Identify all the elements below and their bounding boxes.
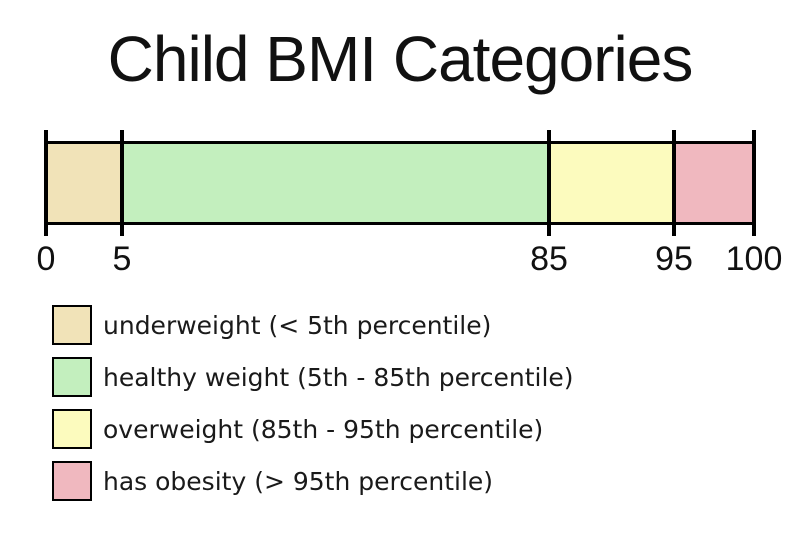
legend-swatch-1 [52,357,92,397]
category-bar [46,141,754,225]
axis-tick-label-0: 0 [36,240,56,278]
legend-label-1: healthy weight (5th - 85th percentile) [103,362,574,392]
axis-tick-100 [752,130,756,236]
legend-row-1: healthy weight (5th - 85th percentile) [52,357,574,397]
axis-tick-5 [120,130,124,236]
legend-row-0: underweight (< 5th percentile) [52,305,574,345]
bar-segment-underweight [46,144,122,222]
axis-tick-85 [547,130,551,236]
legend-row-3: has obesity (> 95th percentile) [52,461,574,501]
legend-label-0: underweight (< 5th percentile) [103,310,492,340]
legend-label-3: has obesity (> 95th percentile) [103,466,494,496]
legend-swatch-2 [52,409,92,449]
chart-title: Child BMI Categories [107,23,694,95]
bar-segment-has-obesity [674,144,754,222]
legend-swatch-3 [52,461,92,501]
legend: underweight (< 5th percentile) healthy we… [52,305,574,513]
legend-label-2: overweight (85th - 95th percentile) [103,414,544,444]
axis-tick-95 [672,130,676,236]
axis-tick-label-85: 85 [530,240,568,278]
legend-swatch-0 [52,305,92,345]
bar-segment-overweight [549,144,674,222]
axis-tick-label-5: 5 [112,240,132,278]
bar-segment-healthy-weight [122,144,549,222]
axis-tick-label-95: 95 [655,240,693,278]
legend-row-2: overweight (85th - 95th percentile) [52,409,574,449]
axis-tick-label-100: 100 [725,240,783,278]
axis-tick-0 [44,130,48,236]
